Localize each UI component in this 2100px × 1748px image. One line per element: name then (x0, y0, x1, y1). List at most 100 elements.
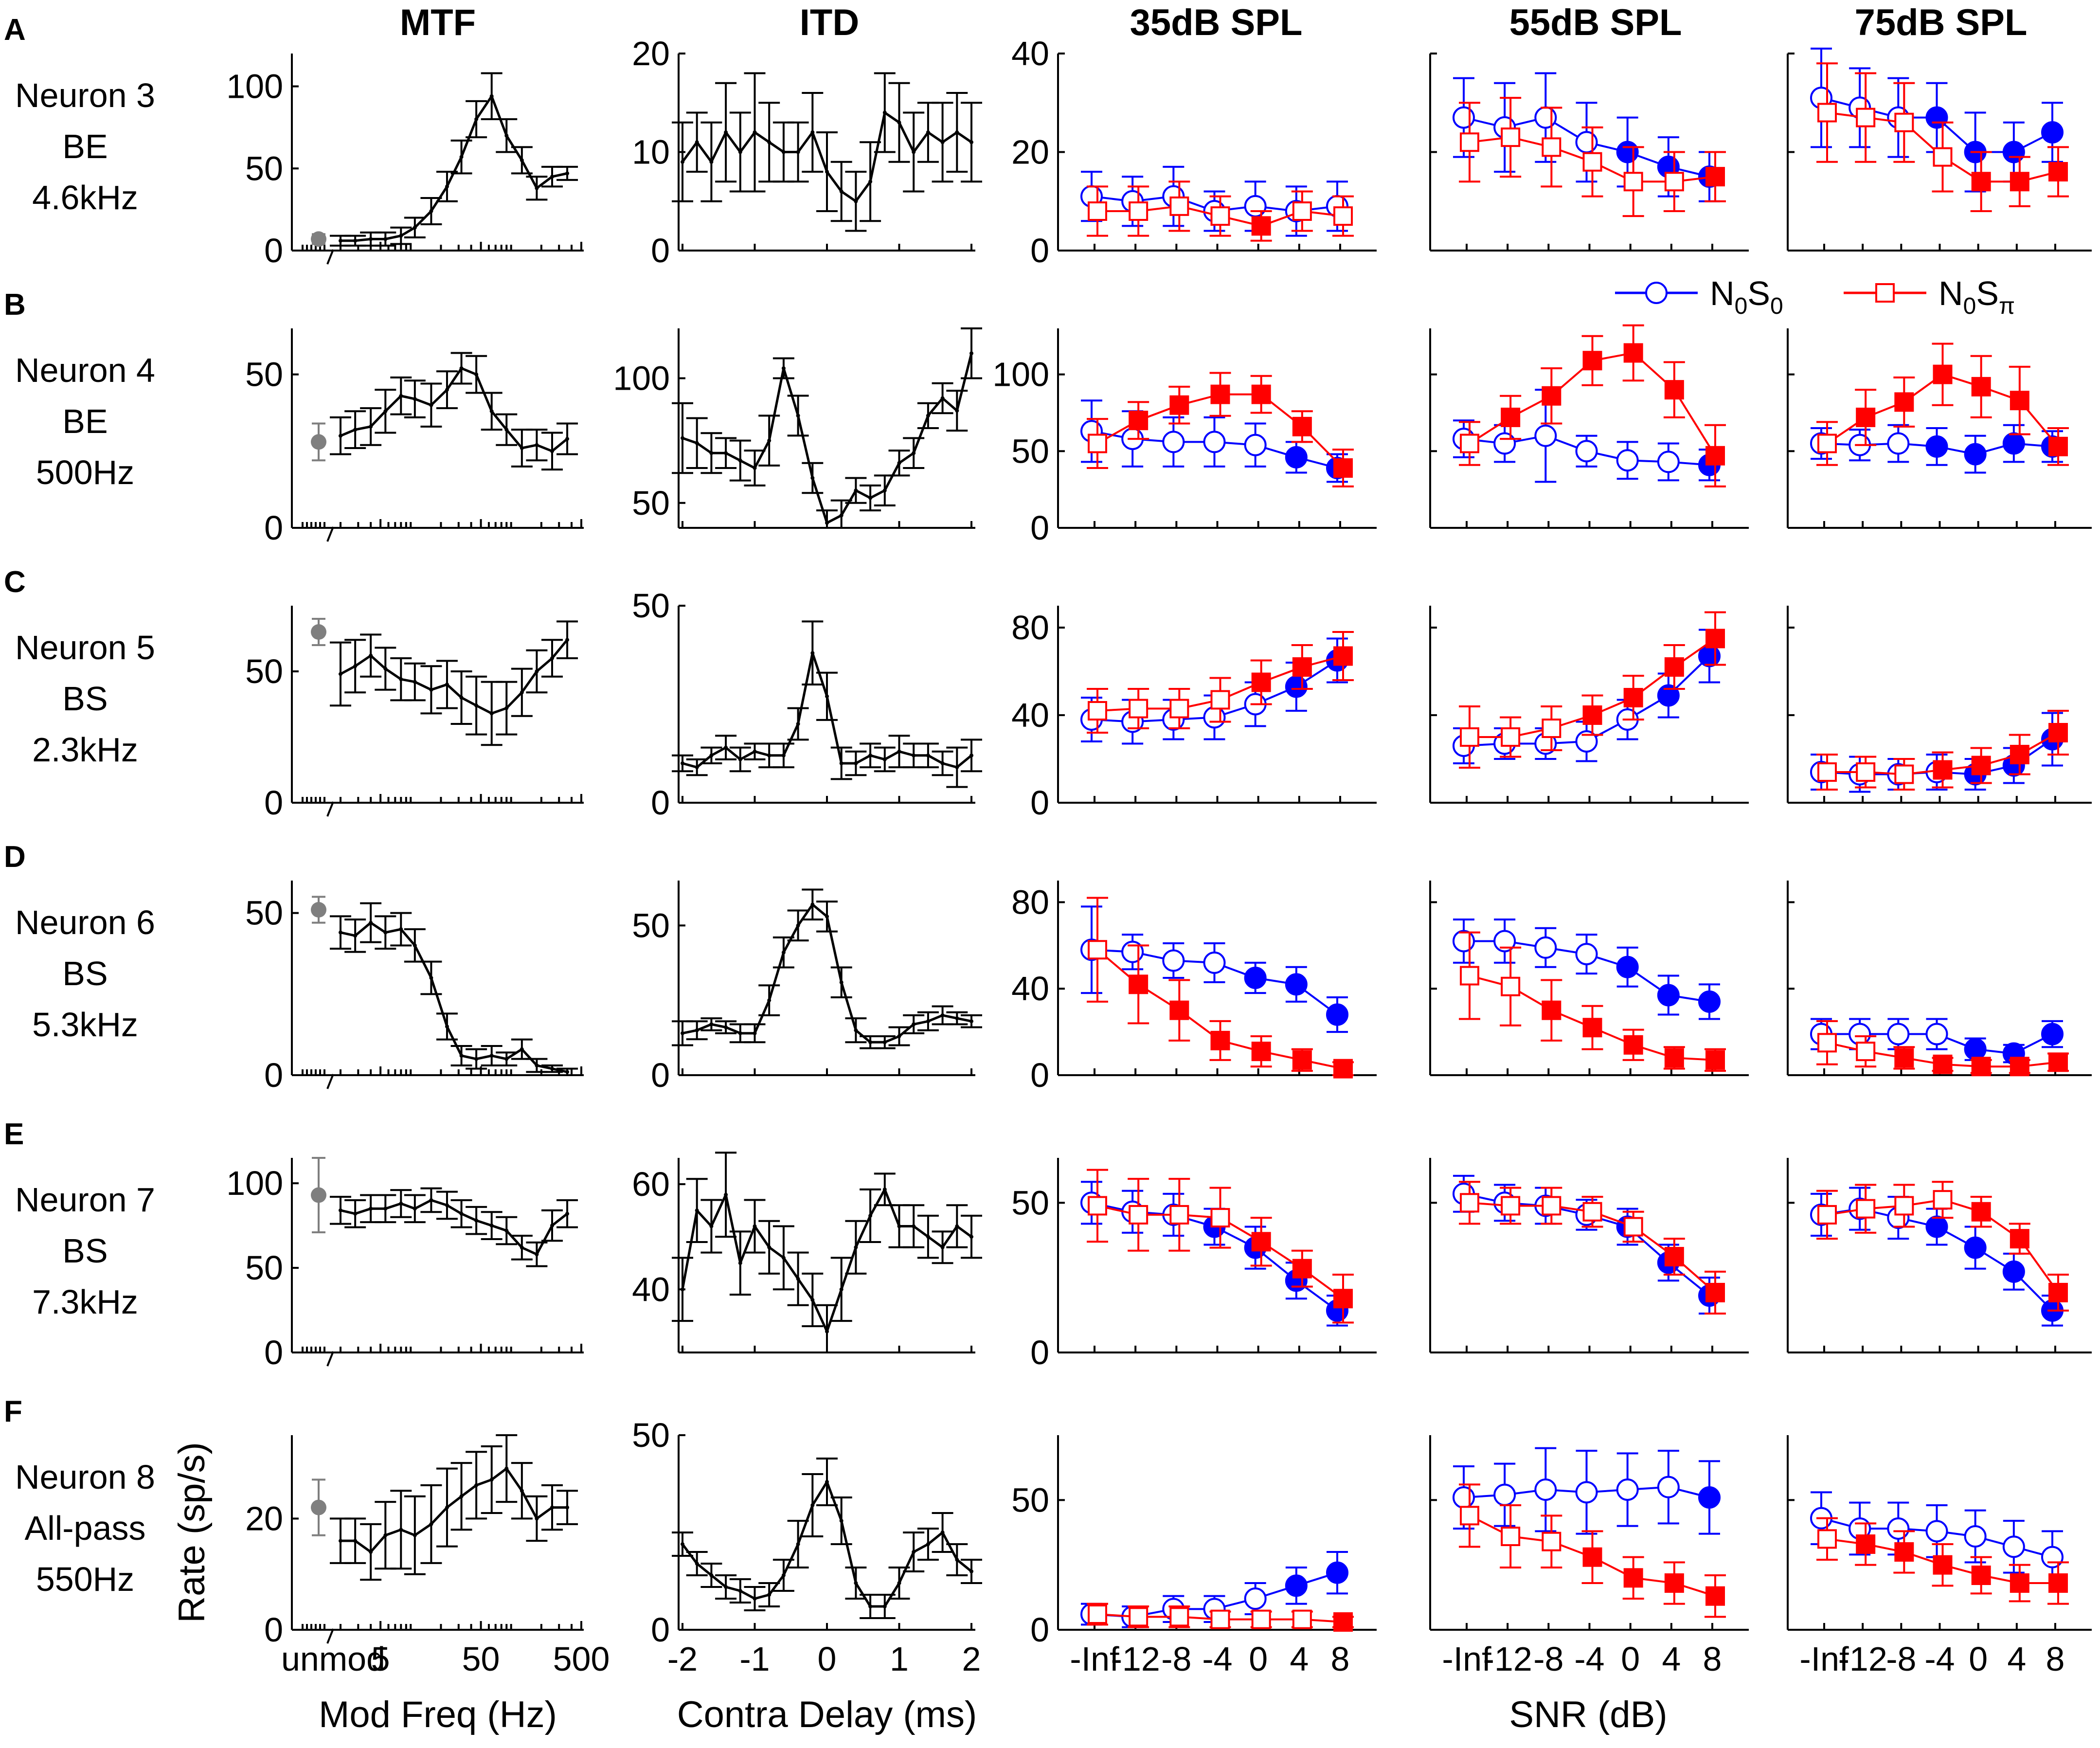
n0spi-marker (1333, 1289, 1353, 1309)
n0s0-marker (2002, 1535, 2025, 1558)
column-title-0: MTF (400, 2, 476, 43)
mtf-y-tick-label: 100 (226, 68, 283, 106)
mtf-data-point (489, 1224, 494, 1228)
n0spi-marker (1542, 1196, 1562, 1216)
itd-data-point (882, 110, 887, 115)
mtf-x-tick-label: 500 (553, 1640, 610, 1678)
n0s0-marker (2002, 1260, 2025, 1283)
mtf-data-point (445, 184, 449, 189)
itd-data-point (839, 513, 844, 518)
itd-data-point (738, 458, 742, 463)
itd-data-point (724, 1192, 728, 1197)
itd-y-tick-label: 0 (651, 784, 670, 822)
n0s0-marker (1887, 432, 1910, 455)
snr-panel-55dBSPL (1429, 1158, 1749, 1353)
n0s0-marker (1575, 440, 1598, 463)
n0s0-marker (1285, 973, 1308, 996)
itd-data-point (738, 1031, 742, 1035)
snr-y-tick-label: 40 (1011, 35, 1049, 72)
itd-data-point (839, 980, 844, 985)
n0spi-marker (2010, 1229, 2029, 1249)
itd-data-point (839, 189, 844, 194)
n0s0-marker (1964, 1236, 1987, 1259)
row-letter: C (4, 565, 26, 599)
n0spi-marker (1582, 1202, 1602, 1222)
itd-data-point (695, 140, 699, 144)
n0s0-marker (1534, 424, 1557, 447)
snr-y-tick-label: 100 (992, 356, 1049, 394)
itd-y-tick-label: 10 (632, 133, 670, 171)
n0spi-marker (1129, 411, 1149, 431)
itd-data-point (882, 1604, 887, 1608)
n0spi-marker (1856, 1534, 1876, 1554)
n0s0-marker (1964, 1038, 1987, 1061)
mtf-data-point (474, 1483, 479, 1487)
mtf-data-point (565, 1505, 570, 1510)
mtf-data-point (413, 680, 417, 684)
mtf-data-point (504, 428, 509, 432)
row-letter: D (4, 840, 26, 874)
itd-data-point (955, 1016, 959, 1021)
mtf-data-point (445, 1505, 449, 1510)
mtf-data-point (459, 696, 464, 700)
n0spi-marker (1705, 167, 1725, 187)
mtf-y-tick-label: 0 (264, 1056, 283, 1094)
n0spi-marker (1169, 1607, 1189, 1627)
mtf-data-point (520, 158, 524, 162)
itd-data-point (868, 1604, 873, 1608)
n0spi-marker (1251, 216, 1271, 236)
n0s0-marker (1575, 730, 1598, 753)
itd-data-point (738, 150, 742, 154)
neuron-label: Neuron 3 (15, 76, 155, 114)
n0s0-marker (1575, 1481, 1598, 1504)
n0spi-marker (1129, 699, 1149, 719)
legend-subscript: 0 (1770, 293, 1783, 319)
itd-data-point (681, 761, 684, 765)
mtf-curve (340, 921, 568, 1073)
mtf-data-point (489, 94, 494, 98)
n0spi-marker (1894, 1542, 1914, 1562)
snr-panel-55dBSPL (1429, 606, 1749, 804)
row-F: F Neuron 8 All-pass 550Hz 0 20 0 50 0 50 (4, 1395, 2092, 1649)
itd-data-point (695, 1028, 699, 1032)
n0spi-marker (1582, 152, 1602, 172)
n0s0-marker (1162, 949, 1185, 972)
itd-data-point (882, 757, 887, 761)
n0spi-marker (1088, 433, 1107, 453)
n0spi-marker (1210, 384, 1230, 404)
mtf-data-point (429, 403, 433, 407)
column-title-3: 55dB SPL (1509, 2, 1682, 43)
n0s0-marker (1887, 1517, 1910, 1540)
n0s0-marker (1285, 446, 1308, 469)
itd-panel: 50 100 (613, 327, 982, 529)
snr-y-tick-label: 50 (1011, 1184, 1049, 1222)
n0s0-marker (2041, 1023, 2064, 1045)
itd-data-point (897, 1034, 901, 1038)
n0s0-marker (1657, 1476, 1680, 1498)
mtf-unmod-point (311, 1187, 326, 1203)
n0spi-marker (1817, 433, 1837, 453)
mtf-data-point (489, 1054, 494, 1058)
mtf-data-point (399, 234, 403, 238)
itd-data-point (854, 1028, 858, 1032)
mtf-data-point (535, 186, 539, 190)
itd-panel: 0 10 20 (632, 35, 982, 270)
itd-data-point (681, 1542, 684, 1546)
row-B: B Neuron 4 BE 500Hz 0 50 50 100 0 50 100 (4, 288, 2092, 547)
n0spi-marker (2010, 172, 2029, 192)
mtf-data-point (445, 388, 449, 392)
row-letter: A (4, 13, 26, 47)
snr-panel-75dBSPL (1787, 1435, 2092, 1631)
legend-letter: S (1976, 274, 1999, 312)
row-C: C Neuron 5 BS 2.3kHz 0 50 0 50 0 40 80 (4, 565, 2092, 822)
mtf-data-point (339, 433, 342, 438)
n0spi-marker (1210, 1030, 1230, 1050)
legend-marker-circle (1645, 282, 1668, 304)
y-axis-label: Rate (sp/s) (171, 1442, 213, 1623)
n0s0-marker (1698, 990, 1721, 1013)
itd-data-point (753, 466, 757, 470)
itd-x-axis-label: Contra Delay (ms) (677, 1694, 977, 1735)
itd-data-point (796, 150, 800, 154)
itd-data-point (767, 998, 772, 1003)
row-letter: B (4, 288, 26, 322)
